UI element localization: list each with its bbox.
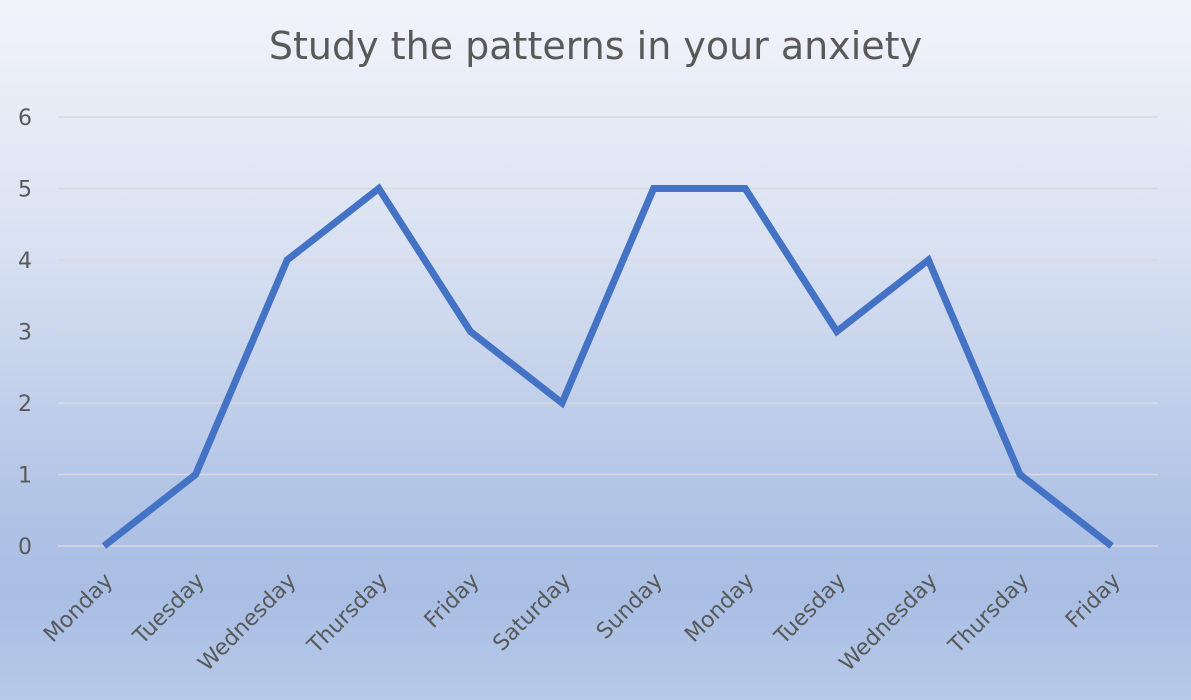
- x-tick-label: Tuesday: [128, 569, 210, 651]
- y-axis-ticks: 0 1 2 3 4 5 6: [18, 106, 32, 560]
- gridlines: [58, 116, 1158, 547]
- y-tick-label: 6: [18, 106, 32, 131]
- x-tick-label: Wednesday: [835, 569, 943, 677]
- y-tick-label: 3: [18, 321, 32, 346]
- x-tick-label: Monday: [680, 569, 759, 648]
- x-tick-label: Sunday: [592, 569, 668, 645]
- y-tick-label: 2: [18, 392, 32, 417]
- y-tick-label: 4: [18, 249, 32, 274]
- x-tick-label: Thursday: [944, 569, 1035, 660]
- y-tick-label: 0: [18, 535, 32, 560]
- x-tick-label: Tuesday: [769, 569, 851, 651]
- series-line: [101, 183, 1114, 549]
- x-tick-label: Thursday: [302, 569, 393, 660]
- x-tick-label: Wednesday: [194, 569, 302, 677]
- x-tick-label: Friday: [420, 569, 485, 634]
- x-tick-label: Friday: [1061, 569, 1126, 634]
- x-tick-label: Monday: [39, 569, 118, 648]
- chart-title: Study the patterns in your anxiety: [268, 24, 923, 68]
- y-tick-label: 5: [18, 178, 32, 203]
- x-tick-label: Saturday: [488, 569, 576, 657]
- y-tick-label: 1: [18, 464, 32, 489]
- series-layer: [101, 183, 1114, 549]
